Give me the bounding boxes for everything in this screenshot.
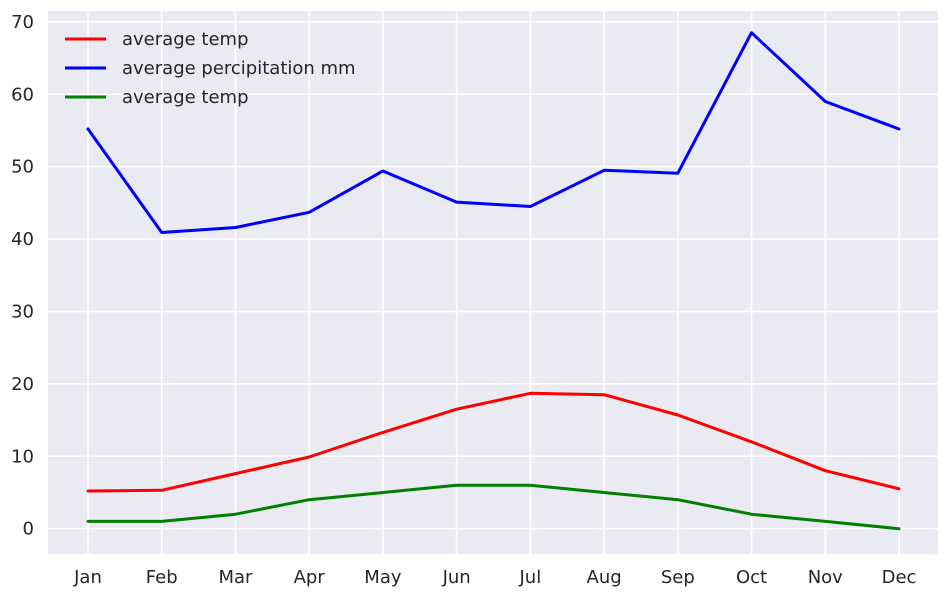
y-axis: 0 10 20 30 40 50 60 70: [11, 12, 34, 540]
legend: average temp average percipitation mm aver…: [65, 29, 356, 108]
series-line-2: [86, 31, 901, 234]
series-layer: [86, 31, 901, 531]
x-tick-label: Jul: [519, 567, 542, 588]
x-tick-label: Aug: [587, 567, 622, 588]
x-tick-label: Mar: [218, 567, 253, 588]
x-tick-label: Sep: [661, 567, 695, 588]
x-axis: Jan Feb Mar Apr May Jun Jul Aug Sep Oct Nov Dec: [73, 567, 916, 588]
x-tick-label: Apr: [294, 567, 326, 588]
x-tick-label: Dec: [882, 567, 917, 588]
series-line-1: [86, 391, 901, 493]
y-tick-label: 20: [11, 374, 34, 395]
y-tick-label: 40: [11, 229, 34, 250]
x-tick-label: Feb: [146, 567, 178, 588]
y-tick-label: 50: [11, 157, 34, 178]
y-tick-label: 60: [11, 84, 34, 105]
x-tick-label: Jun: [442, 567, 471, 588]
x-tick-label: Oct: [736, 567, 767, 588]
legend-label: average temp: [122, 87, 249, 108]
y-tick-label: 10: [11, 446, 34, 467]
y-tick-label: 0: [23, 519, 34, 540]
y-tick-label: 30: [11, 301, 34, 322]
grid: [48, 11, 938, 554]
x-tick-label: Jan: [73, 567, 102, 588]
legend-label: average percipitation mm: [122, 58, 356, 79]
plot-background: [48, 11, 938, 554]
x-tick-label: Nov: [808, 567, 843, 588]
y-tick-label: 70: [11, 12, 34, 33]
series-line-3: [86, 483, 901, 531]
x-tick-label: May: [364, 567, 402, 588]
legend-label: average temp: [122, 29, 249, 50]
